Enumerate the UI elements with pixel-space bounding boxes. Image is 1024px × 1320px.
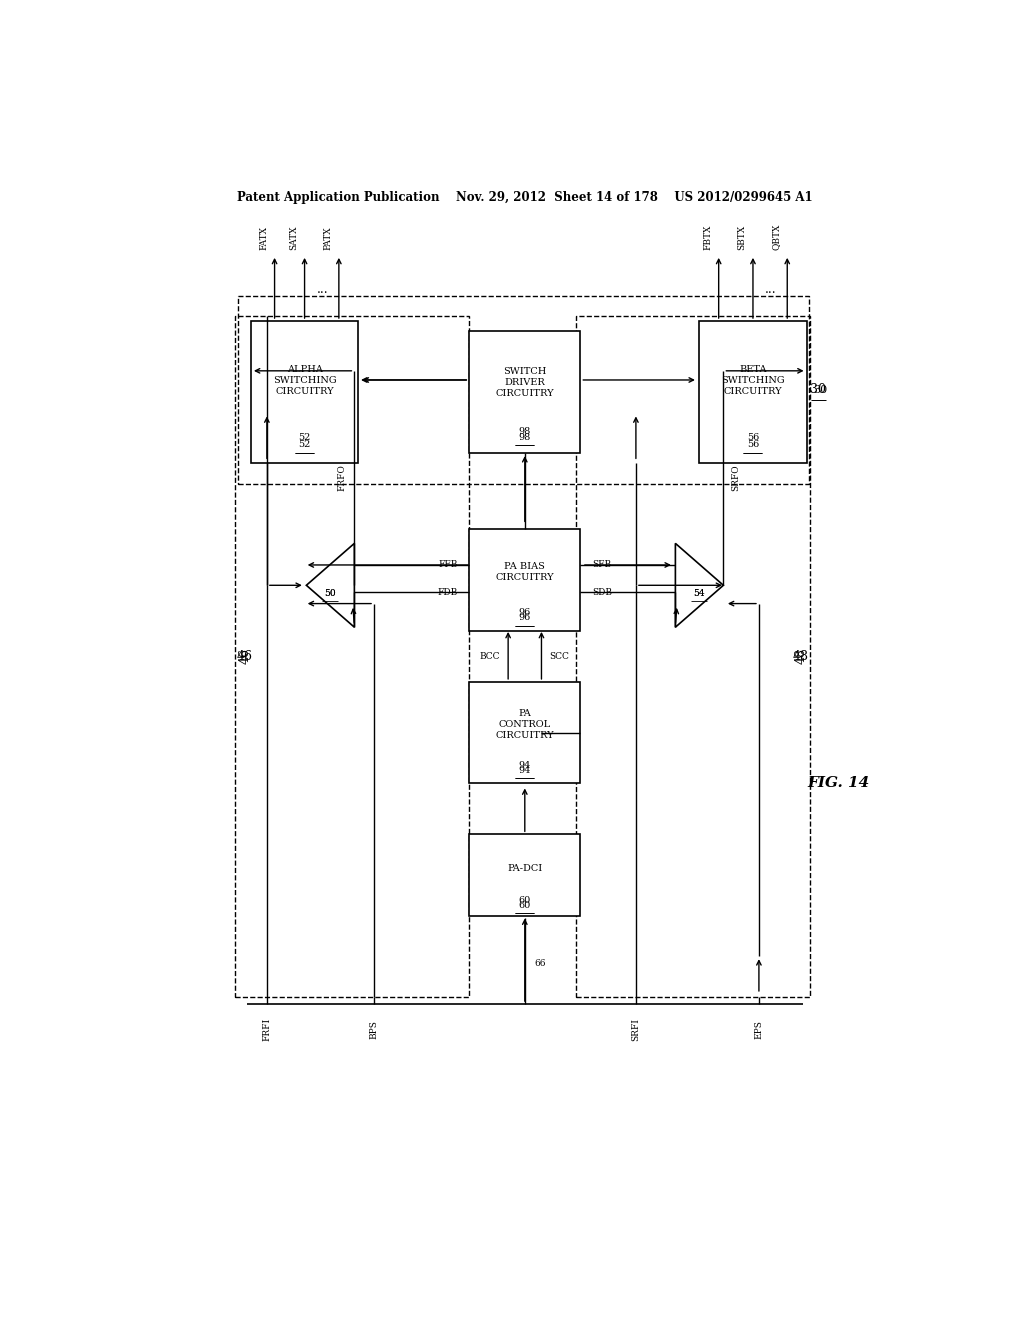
- Text: SBTX: SBTX: [737, 224, 746, 249]
- Text: ...: ...: [765, 282, 776, 296]
- Text: 60: 60: [519, 896, 530, 906]
- Text: SRFO: SRFO: [731, 465, 740, 491]
- Text: 30: 30: [813, 384, 827, 395]
- Text: EPS: EPS: [755, 1020, 764, 1039]
- Text: 48: 48: [795, 648, 808, 664]
- Text: 50: 50: [325, 589, 336, 598]
- Text: SFB: SFB: [592, 561, 611, 569]
- Text: Patent Application Publication    Nov. 29, 2012  Sheet 14 of 178    US 2012/0299: Patent Application Publication Nov. 29, …: [237, 191, 813, 203]
- Bar: [251, 321, 358, 463]
- Text: QBTX: QBTX: [772, 223, 781, 249]
- Bar: [469, 834, 581, 916]
- Text: 56: 56: [746, 433, 759, 442]
- Bar: [236, 315, 469, 997]
- Text: 52: 52: [298, 433, 310, 442]
- Text: 30: 30: [810, 383, 826, 396]
- Bar: [577, 315, 811, 997]
- Text: 54: 54: [693, 589, 706, 598]
- Text: 94: 94: [518, 766, 531, 775]
- Text: SWITCH
DRIVER
CIRCUITRY: SWITCH DRIVER CIRCUITRY: [496, 367, 554, 399]
- Text: FRFO: FRFO: [338, 465, 346, 491]
- Text: SDB: SDB: [592, 587, 612, 597]
- Text: 98: 98: [519, 426, 530, 436]
- Text: FDB: FDB: [437, 587, 458, 597]
- Text: ...: ...: [316, 282, 328, 296]
- Bar: [469, 682, 581, 784]
- Text: PA-DCI: PA-DCI: [507, 865, 543, 873]
- Text: BPS: BPS: [370, 1020, 379, 1039]
- Bar: [699, 321, 807, 463]
- Text: ALPHA
SWITCHING
CIRCUITRY: ALPHA SWITCHING CIRCUITRY: [272, 366, 337, 396]
- Text: 94: 94: [518, 760, 531, 770]
- Text: 96: 96: [519, 614, 530, 622]
- Text: 60: 60: [519, 900, 530, 909]
- Text: FIG. 14: FIG. 14: [807, 776, 869, 791]
- Text: 50: 50: [325, 589, 336, 598]
- Text: 56: 56: [746, 441, 759, 449]
- Text: 66: 66: [535, 958, 546, 968]
- Text: 48: 48: [793, 649, 809, 663]
- Text: PATX: PATX: [324, 226, 333, 249]
- Bar: [469, 529, 581, 631]
- Bar: [469, 331, 581, 453]
- Text: SRFI: SRFI: [632, 1018, 640, 1041]
- Text: BCC: BCC: [479, 652, 500, 661]
- Text: 54: 54: [693, 589, 706, 598]
- Text: 98: 98: [519, 433, 530, 442]
- Text: 46: 46: [239, 648, 251, 664]
- Text: PA BIAS
CIRCUITRY: PA BIAS CIRCUITRY: [496, 562, 554, 582]
- Text: PA
CONTROL
CIRCUITRY: PA CONTROL CIRCUITRY: [496, 709, 554, 741]
- Text: FATX: FATX: [259, 226, 268, 249]
- Text: BETA
SWITCHING
CIRCUITRY: BETA SWITCHING CIRCUITRY: [721, 366, 784, 396]
- Text: FRFI: FRFI: [262, 1018, 271, 1041]
- Bar: [238, 296, 809, 483]
- Text: SCC: SCC: [550, 652, 569, 661]
- Text: FBTX: FBTX: [703, 224, 713, 249]
- Text: FFB: FFB: [438, 561, 458, 569]
- Text: SATX: SATX: [289, 226, 298, 249]
- Text: 46: 46: [237, 649, 253, 663]
- Text: 96: 96: [519, 609, 530, 618]
- Text: 52: 52: [298, 441, 310, 449]
